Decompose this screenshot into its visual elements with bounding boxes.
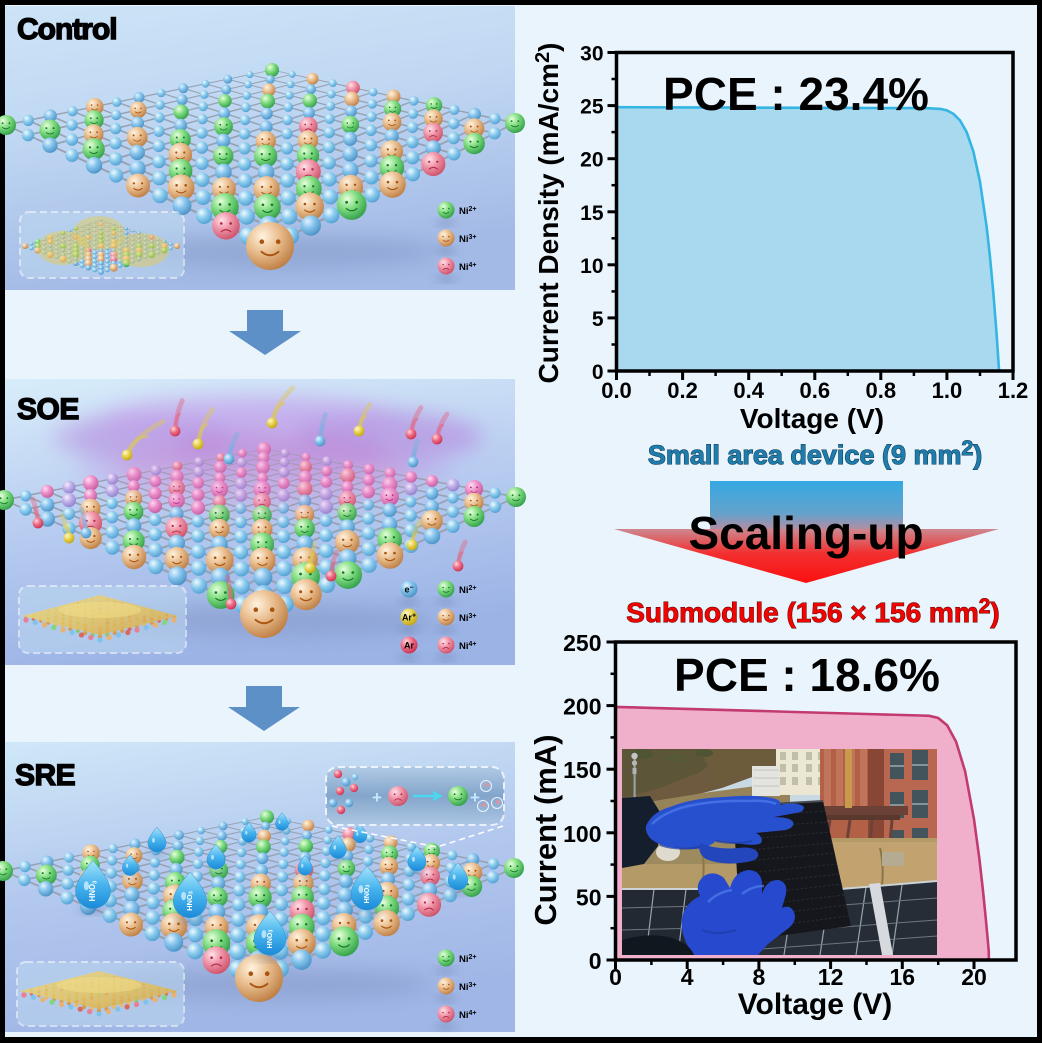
svg-text:Ni2+: Ni2+ bbox=[459, 954, 476, 965]
svg-text:Control: Control bbox=[17, 13, 117, 46]
svg-text:0: 0 bbox=[609, 964, 622, 990]
svg-text:Ni3+: Ni3+ bbox=[459, 234, 476, 245]
svg-text:Ni4+: Ni4+ bbox=[459, 262, 476, 273]
svg-text:250: 250 bbox=[563, 630, 601, 656]
svg-text:30: 30 bbox=[580, 43, 603, 66]
svg-text:10: 10 bbox=[580, 255, 603, 278]
svg-text:0.8: 0.8 bbox=[866, 378, 897, 403]
svg-text:Ar: Ar bbox=[404, 641, 414, 651]
svg-text:HNO3: HNO3 bbox=[185, 891, 195, 911]
svg-text:0: 0 bbox=[592, 361, 604, 384]
svg-text:HNO3: HNO3 bbox=[266, 930, 275, 949]
svg-text:5: 5 bbox=[592, 308, 604, 331]
svg-text:PCE : 18.6%: PCE : 18.6% bbox=[674, 649, 940, 701]
svg-text:200: 200 bbox=[563, 694, 601, 720]
svg-text:8: 8 bbox=[753, 964, 766, 990]
svg-text:0.4: 0.4 bbox=[733, 378, 764, 403]
svg-text:PCE : 23.4%: PCE : 23.4% bbox=[663, 68, 929, 120]
svg-text:e−: e− bbox=[404, 585, 413, 595]
svg-text:15: 15 bbox=[580, 202, 604, 225]
svg-text:0.2: 0.2 bbox=[667, 378, 698, 403]
svg-text:16: 16 bbox=[890, 964, 916, 990]
svg-text:4: 4 bbox=[681, 964, 694, 990]
svg-text:50: 50 bbox=[576, 884, 602, 910]
svg-text:SRE: SRE bbox=[15, 759, 75, 792]
svg-text:100: 100 bbox=[563, 821, 601, 847]
svg-text:Ni3+: Ni3+ bbox=[459, 982, 476, 993]
svg-text:20: 20 bbox=[961, 964, 987, 990]
svg-text:+: + bbox=[470, 788, 480, 807]
svg-text:Ni2+: Ni2+ bbox=[459, 206, 476, 217]
svg-text:0: 0 bbox=[589, 948, 602, 974]
svg-text:HNO3: HNO3 bbox=[363, 885, 372, 904]
svg-text:Ni4+: Ni4+ bbox=[459, 641, 476, 652]
svg-text:Ni4+: Ni4+ bbox=[459, 1010, 476, 1021]
svg-text:Ar+: Ar+ bbox=[402, 613, 416, 623]
svg-text:1.2: 1.2 bbox=[998, 378, 1029, 403]
svg-text:12: 12 bbox=[818, 964, 844, 990]
svg-text:25: 25 bbox=[580, 96, 604, 119]
svg-text:0.0: 0.0 bbox=[601, 378, 632, 403]
svg-text:HNO3: HNO3 bbox=[88, 880, 98, 901]
svg-text:Small area device (9 mm2): Small area device (9 mm2) bbox=[648, 437, 982, 470]
svg-text:Current Density (mA/cm2): Current Density (mA/cm2) bbox=[532, 43, 564, 384]
svg-text:0.6: 0.6 bbox=[800, 378, 831, 403]
svg-text:Scaling-up: Scaling-up bbox=[688, 507, 923, 559]
svg-text:150: 150 bbox=[563, 757, 601, 783]
svg-text:+: + bbox=[372, 788, 382, 807]
svg-text:Voltage (V): Voltage (V) bbox=[738, 988, 892, 1021]
svg-text:Current (mA): Current (mA) bbox=[528, 734, 563, 925]
svg-text:Ni3+: Ni3+ bbox=[459, 613, 476, 624]
svg-text:Submodule (156 × 156 mm2): Submodule (156 × 156 mm2) bbox=[626, 595, 999, 628]
svg-text:1.0: 1.0 bbox=[932, 378, 963, 403]
svg-text:20: 20 bbox=[580, 149, 603, 172]
svg-text:Ni2+: Ni2+ bbox=[459, 585, 476, 596]
svg-text:SOE: SOE bbox=[17, 393, 79, 426]
svg-text:Voltage (V): Voltage (V) bbox=[740, 403, 884, 434]
